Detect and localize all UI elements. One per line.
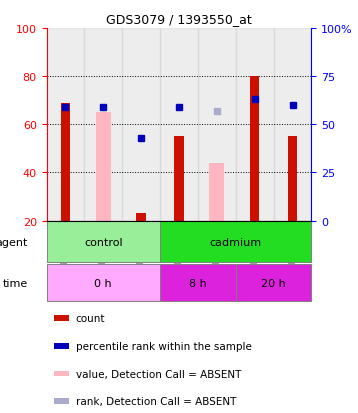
Bar <box>122 29 160 221</box>
Title: GDS3079 / 1393550_at: GDS3079 / 1393550_at <box>106 13 252 26</box>
Text: value, Detection Call = ABSENT: value, Detection Call = ABSENT <box>76 369 241 379</box>
Bar <box>47 264 160 301</box>
Bar <box>160 264 236 301</box>
Bar <box>236 264 311 301</box>
Bar <box>209 164 224 221</box>
Text: 20 h: 20 h <box>261 278 286 288</box>
Text: cadmium: cadmium <box>210 237 262 247</box>
Bar <box>236 29 274 221</box>
Bar <box>54 399 69 404</box>
Text: rank, Detection Call = ABSENT: rank, Detection Call = ABSENT <box>76 396 236 406</box>
Text: time: time <box>3 278 28 288</box>
Text: 0 h: 0 h <box>95 278 112 288</box>
Bar <box>136 214 146 221</box>
Bar <box>198 29 236 221</box>
Text: percentile rank within the sample: percentile rank within the sample <box>76 341 252 351</box>
Bar <box>96 113 111 221</box>
Text: count: count <box>76 313 105 323</box>
Bar <box>250 77 260 221</box>
Bar <box>61 103 70 221</box>
Bar <box>174 137 184 221</box>
Bar <box>54 371 69 377</box>
Bar <box>288 137 297 221</box>
Bar <box>160 222 311 263</box>
Bar <box>84 29 122 221</box>
Text: 8 h: 8 h <box>189 278 207 288</box>
Bar <box>274 29 311 221</box>
Bar <box>54 343 69 349</box>
Text: agent: agent <box>0 237 28 247</box>
Text: control: control <box>84 237 123 247</box>
Bar <box>47 29 84 221</box>
Bar <box>160 29 198 221</box>
Bar <box>47 222 160 263</box>
Bar <box>54 315 69 321</box>
